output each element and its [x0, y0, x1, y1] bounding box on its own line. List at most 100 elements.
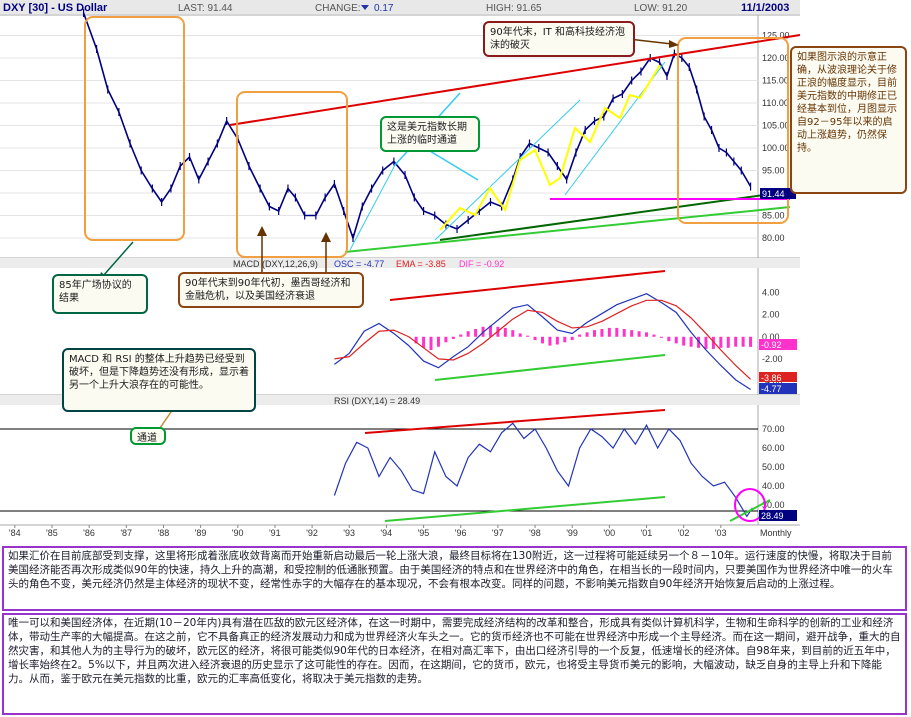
rsi-tick-label: 40.00 — [762, 481, 785, 491]
macd-histogram-bar — [533, 336, 537, 341]
macd-line-osc — [334, 293, 751, 390]
macd-histogram-bar — [667, 336, 671, 342]
price-tick-label: 100.00 — [762, 143, 790, 153]
resistance-line — [229, 34, 801, 126]
change-down-icon — [361, 5, 369, 10]
rsi-line-path — [333, 422, 753, 518]
annotation-macd-rsi: MACD 和 RSI 的整体上升趋势已经受到破坏，但是下降趋势还没有形成，显示着… — [62, 348, 256, 412]
rsi-resistance-line — [364, 409, 666, 434]
macd-histogram-bar — [466, 331, 470, 337]
macd-histogram-bar — [697, 336, 701, 348]
macd-line-ema — [334, 299, 751, 380]
macd-resistance-line — [389, 270, 666, 301]
x-tick-label: '03 — [715, 528, 727, 538]
x-tick-label: '89 — [195, 528, 207, 538]
annotation-bubble-burst: 90年代末，IT 和高科技经济泡沫的破灭 — [483, 21, 635, 57]
macd-histogram-bar — [734, 336, 738, 347]
macd-histogram-bar — [652, 334, 656, 337]
macd-histogram-bar — [704, 336, 708, 349]
macd-histogram-bar — [503, 327, 507, 337]
rsi-tick-label: 30.00 — [762, 500, 785, 510]
header-low: LOW: 91.20 — [634, 3, 688, 14]
macd-osc-badge — [759, 383, 797, 394]
price-tick-label: 110.00 — [762, 98, 789, 108]
annotation-wave-theory: 如果图示浪的示意正确，从波浪理论关于修正浪的幅度显示，目前美元指数的中期修正已经… — [790, 46, 907, 194]
cyan-channel-1 — [349, 164, 396, 251]
macd-histogram-bar — [518, 333, 522, 337]
macd-dif-badge-label: -0.92 — [761, 340, 782, 350]
macd-osc: OSC = -4.77 — [334, 259, 384, 269]
macd-histogram-bar — [429, 336, 433, 351]
price-tick-label: 85.00 — [762, 211, 785, 221]
price-tick-label: 120.00 — [762, 53, 790, 63]
rsi-support-line — [384, 496, 666, 522]
macd-tick-label: 2.00 — [762, 310, 780, 320]
highlight-boxes — [84, 16, 789, 522]
cyan-channel-3 — [434, 99, 581, 241]
macd-histogram-bar — [474, 329, 478, 337]
macd-histogram-bar — [570, 336, 574, 341]
annotation-bubble-burst-text: 90年代末，IT 和高科技经济泡沫的破灭 — [490, 27, 625, 51]
annotation-channel-text: 这是美元指数长期上涨的临时通道 — [387, 122, 467, 146]
rsi-last-label: 28.49 — [761, 511, 784, 521]
macd-histogram-bar — [555, 336, 559, 345]
price-last-badge — [760, 188, 796, 199]
macd-title: MACD (DXY,12,26,9) — [233, 259, 318, 269]
x-tick-label: '90 — [232, 528, 244, 538]
x-tick-label: '02 — [678, 528, 690, 538]
x-tick-label: '99 — [566, 528, 578, 538]
x-tick-label: '84 — [9, 528, 21, 538]
macd-histogram-bar — [511, 330, 515, 337]
price-y-ticks: 125.00 120.00 115.00 110.00 105.00 100.00 95.0… — [762, 31, 790, 244]
x-axis-period: Monthly — [760, 528, 792, 538]
macd-y-ticks: 4.002.000.00-2.00-4.00 — [762, 288, 783, 386]
macd-histogram-bar — [741, 336, 745, 347]
support-line — [344, 206, 791, 253]
x-tick-label: '85 — [46, 528, 58, 538]
rsi-tick-label: 50.00 — [762, 462, 785, 472]
header-last: LAST: 91.44 — [178, 3, 233, 14]
annotation-macd-rsi-text: MACD 和 RSI 的整体上升趋势已经受到破坏，但是下降趋势还没有形成，显示着… — [69, 354, 249, 391]
annotation-mexico-crisis: 90年代末到90年代初，墨西哥经济和金融危机，以及美国经济衰退 — [178, 272, 364, 308]
macd-histogram-bar — [600, 329, 604, 337]
trend-lines — [229, 34, 801, 522]
price-series — [82, 9, 752, 242]
header-high: HIGH: 91.65 — [486, 3, 542, 14]
x-tick-label: '94 — [380, 528, 392, 538]
box-1985 — [84, 16, 185, 241]
macd-histogram-bar — [674, 336, 678, 344]
macd-histogram-bar — [689, 336, 693, 347]
commentary-euro-text: 唯一可以和美国经济体，在近期(10－20年内)具有潜在匹敌的欧元区经济体，在这一… — [8, 617, 901, 685]
macd-tick-label: 4.00 — [762, 288, 780, 298]
header-change-value: 0.17 — [374, 3, 394, 14]
x-tick-label: '95 — [418, 528, 430, 538]
macd-histogram-bar — [459, 334, 463, 337]
macd-histogram-bar — [630, 330, 634, 337]
x-tick-label: '00 — [603, 528, 615, 538]
macd-histogram-bar — [548, 336, 552, 346]
macd-histogram-bar — [645, 332, 649, 337]
x-tick-label: '86 — [83, 528, 95, 538]
macd-osc-badge-label: -4.77 — [761, 384, 782, 394]
price-tick-label: 95.00 — [762, 166, 785, 176]
header-change-label: CHANGE: — [315, 3, 361, 14]
rsi-tick-label: 70.00 — [762, 424, 785, 434]
rsi-last-badge — [759, 510, 797, 521]
header-date: 11/1/2003 — [741, 2, 789, 14]
macd-histogram-bar — [422, 336, 426, 348]
macd-histogram-bar — [659, 336, 663, 338]
macd-histogram-bar — [451, 336, 455, 339]
macd-histogram-bar — [488, 325, 492, 337]
rsi-title: RSI (DXY,14) = 28.49 — [334, 396, 420, 406]
macd-ema-badge-label: -3.86 — [761, 373, 782, 383]
macd-histogram-bar — [719, 336, 723, 348]
box-2001 — [677, 37, 789, 224]
annotation-mexico-crisis-text: 90年代末到90年代初，墨西哥经济和金融危机，以及美国经济衰退 — [185, 278, 351, 302]
box-1990 — [236, 91, 348, 258]
x-tick-label: '96 — [455, 528, 467, 538]
annotation-channel-small-text: 通道 — [137, 433, 157, 444]
macd-support-line — [434, 354, 666, 381]
x-tick-label: '87 — [120, 528, 132, 538]
annotation-wave-theory-text: 如果图示浪的示意正确，从波浪理论关于修正浪的幅度显示，目前美元指数的中期修正已经… — [797, 52, 897, 154]
